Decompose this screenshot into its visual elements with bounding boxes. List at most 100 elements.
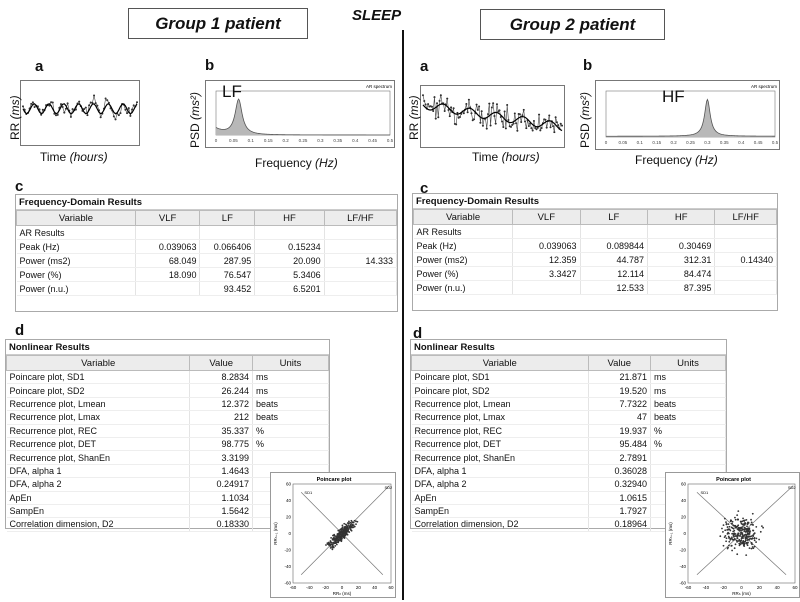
column-header[interactable]: LF (579, 209, 649, 225)
column-header[interactable]: Units (251, 355, 330, 371)
sd2-label: SD2 (384, 485, 393, 490)
poincare-y-tick: -20 (679, 548, 686, 553)
poincare-point (334, 544, 337, 547)
poincare-point (729, 529, 732, 532)
table-cell (650, 450, 726, 465)
poincare-point (719, 535, 722, 538)
poincare-point (753, 539, 756, 542)
table-row: Poincare plot, SD1 21.871 ms (411, 370, 726, 385)
psd-x-tick: 0.45 (754, 140, 763, 145)
poincare-point (750, 521, 753, 524)
column-header[interactable]: Variable (411, 355, 589, 371)
poincare-point (733, 529, 736, 532)
poincare-point (739, 540, 742, 543)
frequency-axis-label: Frequency (Hz) (635, 153, 718, 167)
poincare-point (742, 517, 744, 520)
table-row: Power (ms2) 12.359 44.787 312.31 0.14340 (413, 252, 777, 267)
column-header[interactable]: HF (647, 209, 716, 225)
poincare-point (760, 525, 763, 528)
poincare-point (351, 521, 354, 524)
rr-axis-label: RR (ms) (8, 95, 22, 140)
psd-axes (605, 90, 776, 138)
poincare-point (334, 541, 337, 544)
poincare-point (737, 533, 739, 536)
table-row: Peak (Hz) 0.039063 0.089844 0.30469 (413, 238, 777, 253)
poincare-point (332, 543, 334, 545)
poincare-title: Poincare plot (317, 477, 352, 483)
column-header[interactable]: Variable (16, 210, 136, 226)
table-cell (580, 224, 649, 239)
poincare-point (351, 523, 354, 526)
psd-svg: AR spectrum 0 0.05 0.1 0.15 0.2 0.25 0.3 0.35 0.4… (215, 84, 394, 143)
frequency-domain-table-title: Frequency-Domain Results (16, 195, 397, 210)
psd-axis-label: PSD (ms²) (578, 92, 592, 148)
poincare-point (747, 535, 750, 538)
poincare-point (327, 543, 330, 545)
poincare-point (355, 523, 357, 526)
frequency-axis-text: Frequency (255, 156, 312, 170)
poincare-point (741, 541, 744, 544)
header-row: Variable Value Units (5, 355, 330, 371)
column-header[interactable]: LF (199, 210, 256, 226)
table-cell: Poincare plot, SD2 (411, 383, 589, 398)
table-cell: 6.5201 (254, 281, 325, 296)
rr-tachogram-plot (420, 85, 565, 148)
poincare-point (748, 547, 751, 549)
poincare-point (744, 533, 747, 536)
column-header[interactable]: Variable (5, 355, 191, 371)
poincare-point (350, 526, 353, 529)
psd-axis-unit: (ms²) (188, 91, 202, 120)
table-cell: Recurrence plot, REC (6, 424, 191, 438)
table-cell: Correlation dimension, D2 (411, 517, 589, 532)
table-cell: % (252, 424, 330, 438)
rr-axis-unit: (ms) (407, 95, 421, 120)
psd-x-tick: 0 (605, 140, 608, 145)
poincare-x-tick: 20 (356, 585, 362, 590)
poincare-point (338, 535, 341, 538)
poincare-point (751, 523, 754, 526)
table-cell: Power (n.u.) (16, 281, 136, 296)
table-cell: AR Results (413, 224, 514, 239)
poincare-point (745, 536, 747, 539)
table-cell: 0.15234 (254, 239, 325, 254)
table-row: Poincare plot, SD2 26.244 ms (6, 383, 330, 398)
group2-title: Group 2 patient (480, 9, 665, 40)
column-header[interactable]: Variable (412, 209, 514, 225)
poincare-point (746, 539, 749, 541)
poincare-y-tick: -40 (284, 564, 291, 569)
column-header[interactable]: VLF (512, 209, 581, 225)
table-cell: 1.1034 (189, 491, 253, 505)
poincare-point (752, 529, 754, 532)
column-header[interactable]: HF (254, 210, 325, 226)
table-cell (512, 224, 581, 239)
column-header[interactable]: LF/HF (323, 210, 398, 226)
poincare-point (335, 539, 338, 542)
poincare-point (728, 544, 730, 547)
poincare-x-tick: -20 (322, 585, 329, 590)
poincare-y-tick: 60 (286, 482, 292, 487)
poincare-point (725, 521, 727, 524)
table-cell: 0.14340 (714, 252, 777, 267)
table-cell: 12.114 (580, 266, 649, 281)
poincare-point (722, 531, 724, 533)
table-cell: 3.3199 (189, 450, 253, 465)
poincare-point (736, 528, 739, 530)
poincare-point (745, 518, 748, 521)
poincare-y-tick: -20 (284, 548, 291, 553)
table-cell: 3.3427 (512, 266, 581, 281)
psd-x-tick: 0.15 (264, 138, 273, 143)
column-header[interactable]: Value (189, 355, 253, 371)
poincare-point (722, 544, 725, 547)
poincare-point (728, 532, 730, 535)
column-header[interactable]: Units (650, 355, 726, 371)
column-header[interactable]: Value (587, 355, 652, 371)
poincare-point (752, 547, 755, 550)
poincare-point (730, 526, 733, 529)
column-header[interactable]: VLF (134, 210, 201, 226)
table-row: Recurrence plot, Lmax 47 beats (411, 410, 726, 425)
column-header[interactable]: LF/HF (714, 209, 777, 225)
poincare-point (333, 534, 336, 537)
poincare-point (750, 535, 753, 538)
poincare-point (329, 540, 332, 542)
sd1-label: SD1 (700, 490, 709, 495)
